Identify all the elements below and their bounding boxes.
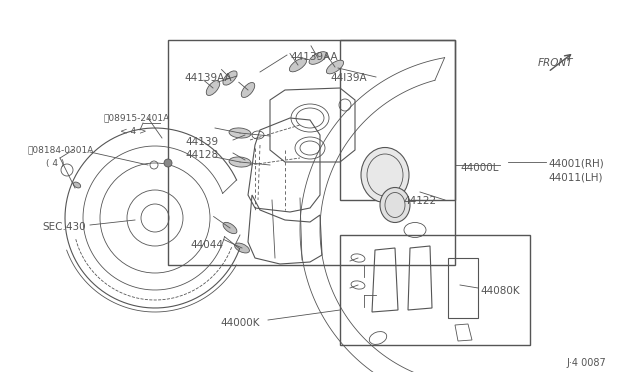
Text: Ⓑ08184-0301A: Ⓑ08184-0301A <box>28 145 94 154</box>
Text: 44001(RH): 44001(RH) <box>548 158 604 168</box>
Text: 44044: 44044 <box>190 240 223 250</box>
Ellipse shape <box>309 52 327 64</box>
Bar <box>448 258 478 318</box>
Text: 44011(LH): 44011(LH) <box>548 172 602 182</box>
Text: < 4 >: < 4 > <box>120 127 147 136</box>
Ellipse shape <box>206 80 220 96</box>
Text: 44139: 44139 <box>185 137 218 147</box>
Ellipse shape <box>289 58 307 72</box>
Text: 44128: 44128 <box>185 150 218 160</box>
Text: 44139AA: 44139AA <box>290 52 338 62</box>
Text: ( 4 ): ( 4 ) <box>46 159 65 168</box>
Text: 44000K: 44000K <box>220 318 259 328</box>
Bar <box>340 235 530 345</box>
Ellipse shape <box>229 157 251 167</box>
Text: 44I39A: 44I39A <box>330 73 367 83</box>
Text: 44080K: 44080K <box>480 286 520 296</box>
Ellipse shape <box>326 60 344 74</box>
Text: 44000L: 44000L <box>460 163 499 173</box>
Ellipse shape <box>380 187 410 222</box>
Bar <box>168 40 455 265</box>
Bar <box>340 40 455 200</box>
Ellipse shape <box>223 222 237 234</box>
Ellipse shape <box>223 71 237 85</box>
Text: SEC.430: SEC.430 <box>42 222 86 232</box>
Ellipse shape <box>74 182 81 188</box>
Text: 44139AA: 44139AA <box>184 73 232 83</box>
Text: 44122: 44122 <box>403 196 436 206</box>
Ellipse shape <box>229 128 251 138</box>
Text: FRONT: FRONT <box>538 58 573 68</box>
Text: Ⓦ08915-2401A: Ⓦ08915-2401A <box>103 113 169 122</box>
Text: J·4 0087: J·4 0087 <box>566 358 605 368</box>
Ellipse shape <box>241 83 255 97</box>
Ellipse shape <box>234 243 250 253</box>
Ellipse shape <box>361 148 409 202</box>
Ellipse shape <box>164 159 172 167</box>
